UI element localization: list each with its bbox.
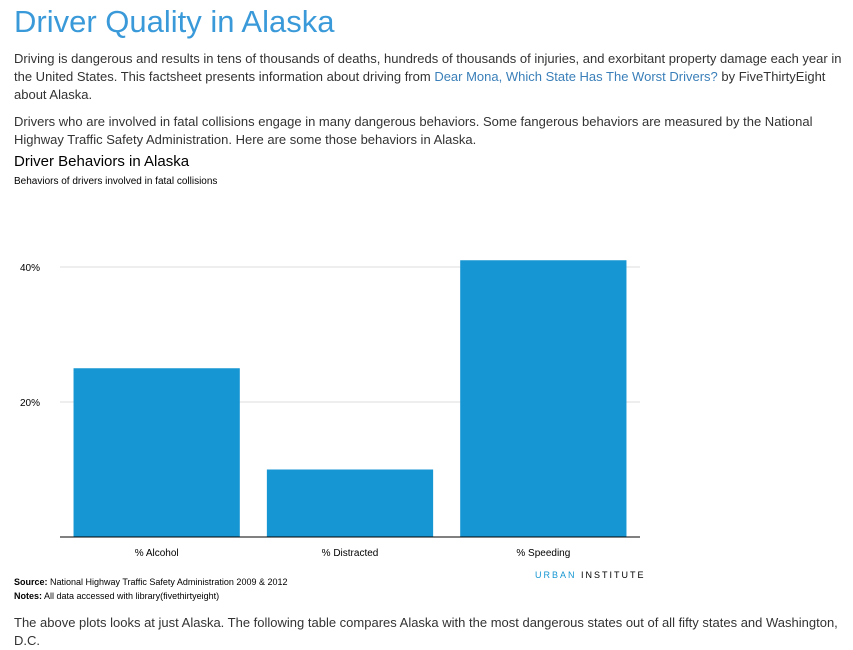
page-title: Driver Quality in Alaska bbox=[14, 4, 335, 39]
chart-subtitle: Behaviors of drivers involved in fatal c… bbox=[14, 176, 218, 187]
chart-title: Driver Behaviors in Alaska bbox=[14, 153, 190, 170]
y-tick-label: 20% bbox=[20, 398, 40, 409]
brand-institute: INSTITUTE bbox=[576, 570, 646, 580]
bar-distracted bbox=[266, 469, 434, 537]
driver-behaviors-bar-chart: 20% 40% % Alcohol % Distracted % Speeding bbox=[20, 260, 640, 559]
bar-speeding bbox=[460, 260, 627, 537]
notes-label: Notes: bbox=[14, 591, 43, 601]
x-tick-label: % Alcohol bbox=[135, 548, 179, 559]
source-label: Source: bbox=[14, 577, 48, 587]
source-text: National Highway Traffic Safety Administ… bbox=[47, 577, 288, 587]
notes-text: All data accessed with library(fivethirt… bbox=[42, 591, 220, 601]
y-tick-label: 40% bbox=[20, 263, 40, 274]
urban-institute-logo: URBAN INSTITUTE bbox=[535, 570, 646, 580]
axis-labels: 20% 40% % Alcohol % Distracted % Speeding bbox=[20, 263, 570, 559]
x-tick-label: % Speeding bbox=[516, 548, 570, 559]
x-tick-label: % Distracted bbox=[322, 548, 379, 559]
bars bbox=[73, 260, 627, 537]
closing-paragraph: The above plots looks at just Alaska. Th… bbox=[14, 615, 838, 648]
chart-notes: Notes: All data accessed with library(fi… bbox=[14, 591, 219, 601]
intro-text-before-link: Driving is dangerous and results in tens… bbox=[14, 51, 842, 84]
source-article-link[interactable]: Dear Mona, Which State Has The Worst Dri… bbox=[434, 69, 718, 84]
behaviors-paragraph: Drivers who are involved in fatal collis… bbox=[14, 114, 813, 147]
intro-paragraph: Driving is dangerous and results in tens… bbox=[14, 50, 844, 104]
bar-alcohol bbox=[73, 368, 240, 537]
chart-source: Source: National Highway Traffic Safety … bbox=[14, 577, 287, 587]
intro-text-after-link: by FiveThirtyEight about Alaska. bbox=[14, 69, 826, 102]
factsheet-page: Driver Quality in Alaska Driving is dang… bbox=[14, 4, 844, 648]
brand-urban: URBAN bbox=[535, 570, 577, 580]
